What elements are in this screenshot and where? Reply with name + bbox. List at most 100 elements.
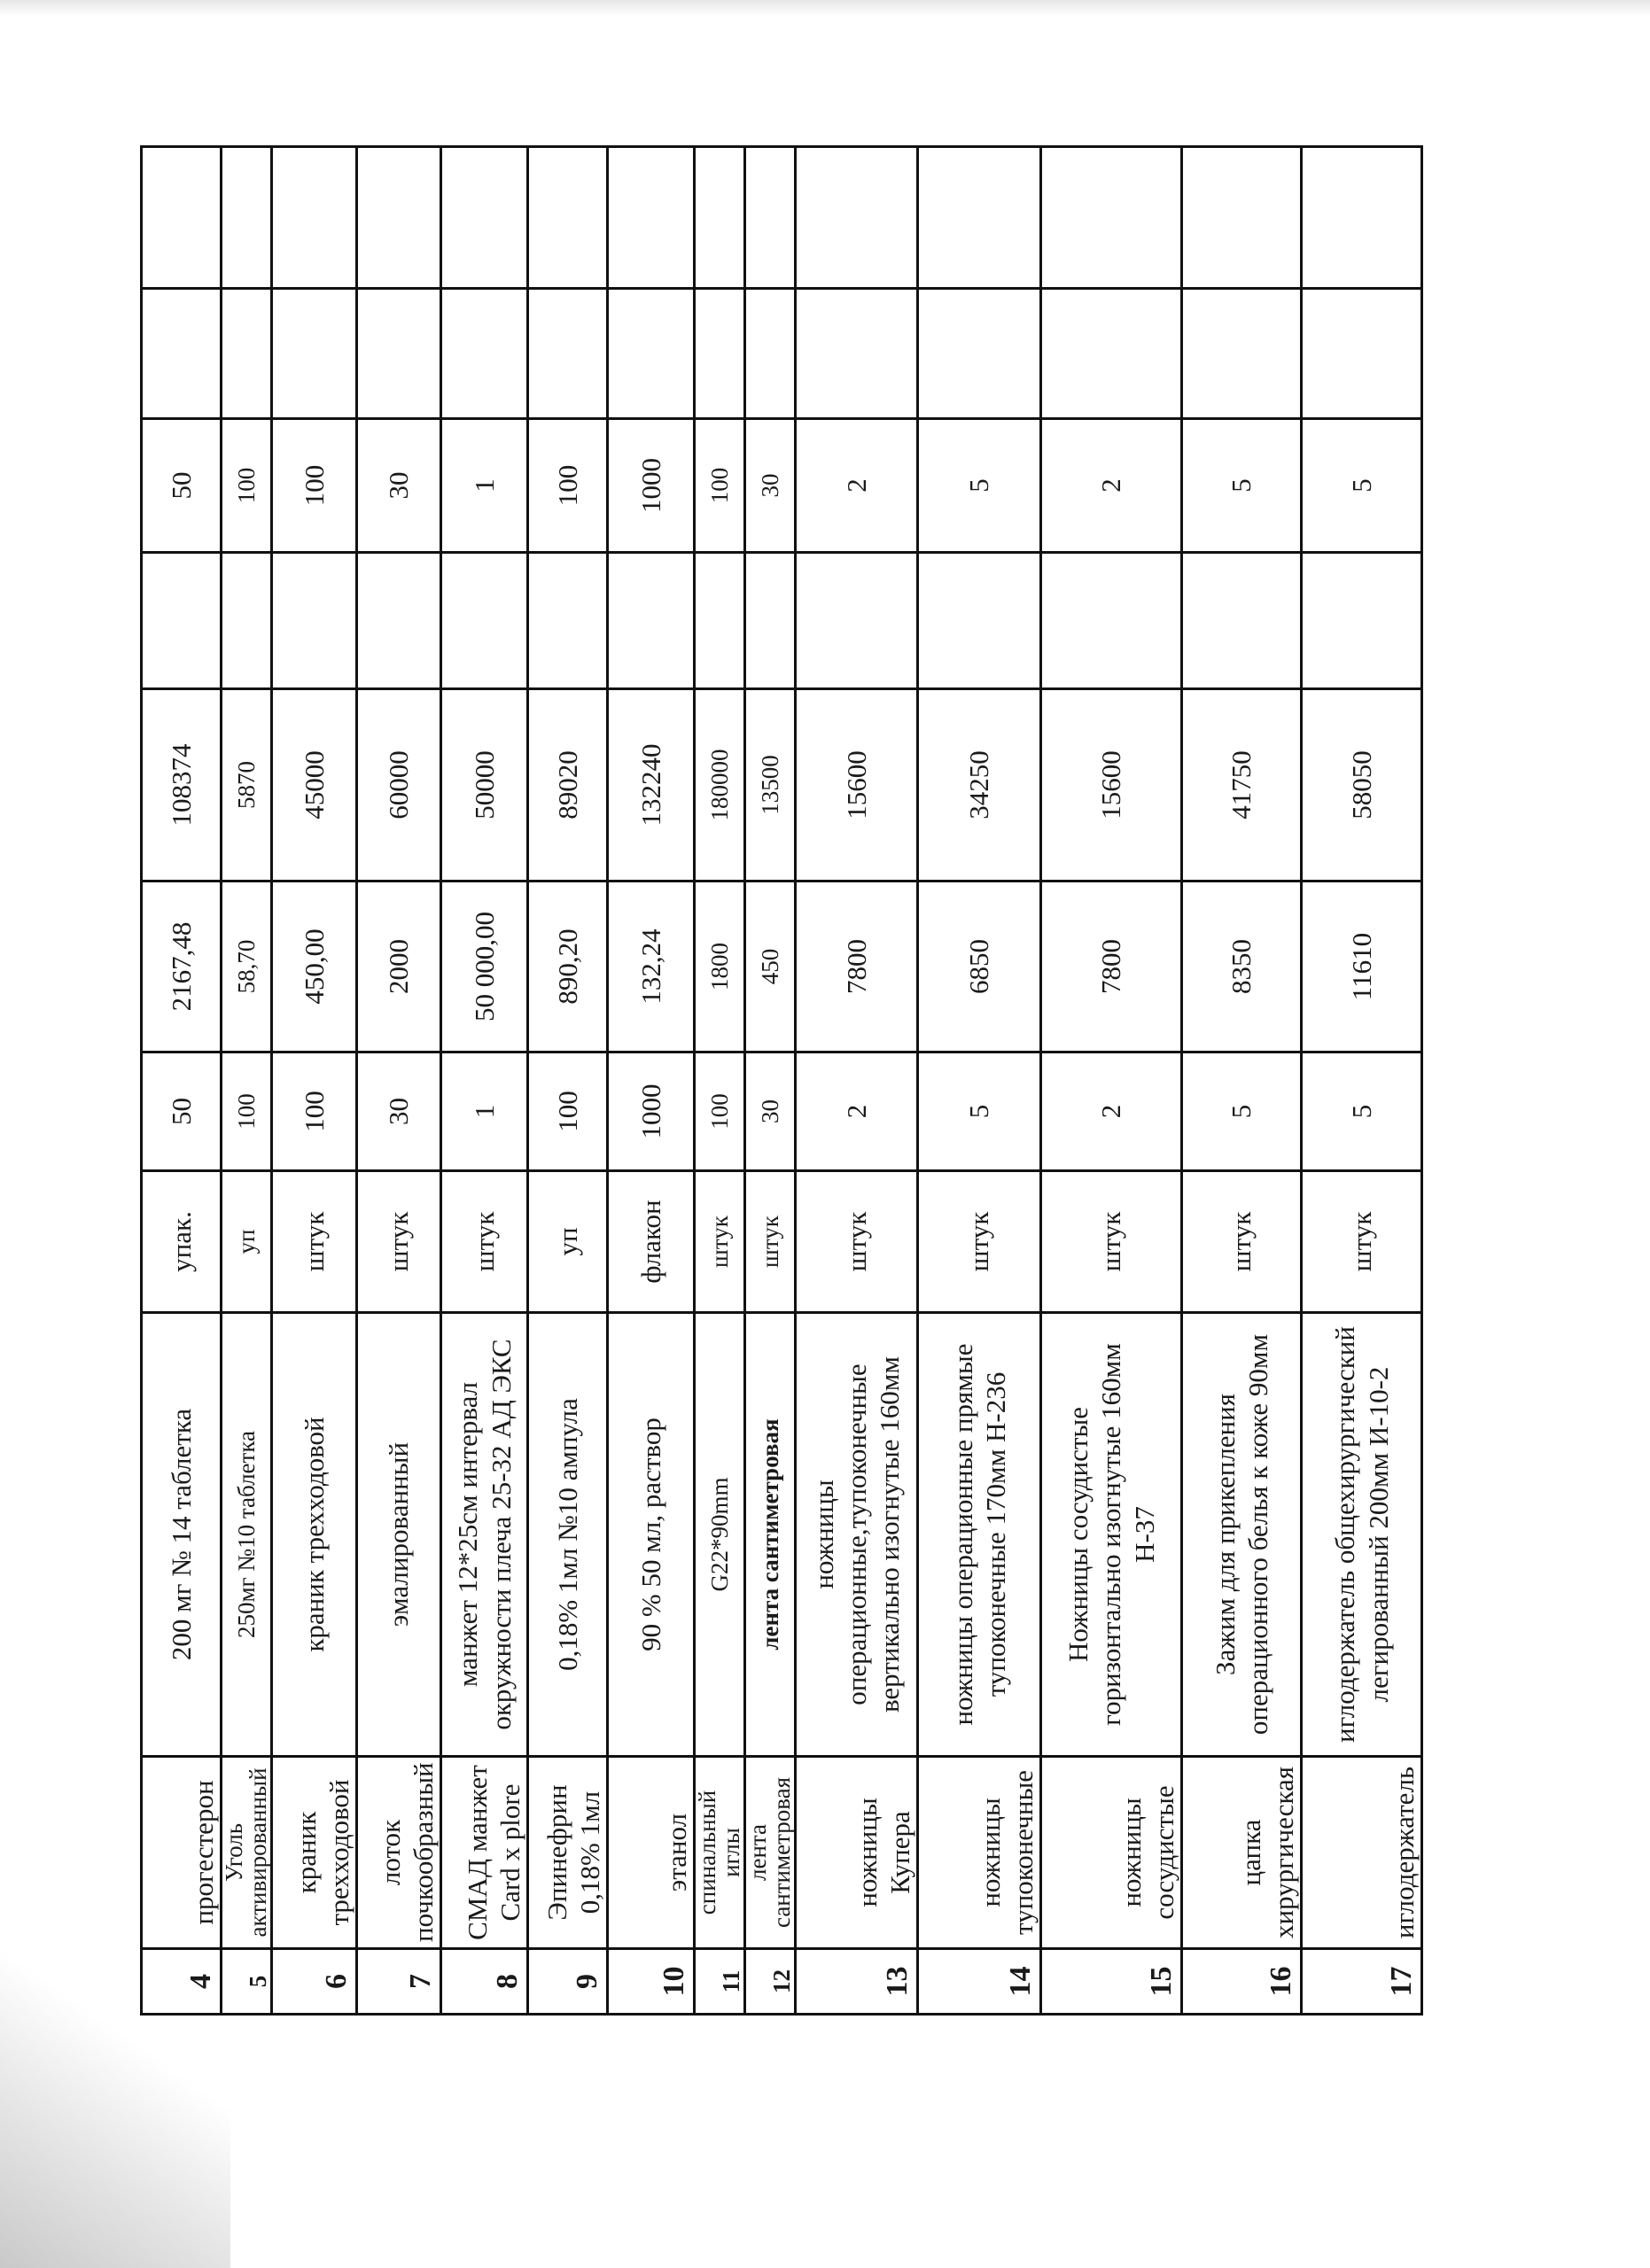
cell-empty	[1301, 552, 1422, 689]
cell-desc: 250мг №10 таблетка	[221, 1312, 272, 1757]
cell-empty	[744, 552, 796, 689]
cell-name: ножницы тупоконечные	[917, 1756, 1041, 1949]
cell-empty	[527, 552, 608, 689]
table-row: 5 Уголь активированный 250мг №10 таблетка у…	[221, 146, 272, 2015]
cell-empty	[440, 552, 528, 689]
cell-qty: 30	[356, 1052, 441, 1171]
cell-unit: штук	[271, 1170, 357, 1313]
cell-qty: 100	[271, 1052, 357, 1171]
cell-price: 58,70	[221, 881, 272, 1052]
cell-desc: манжет 12*25см интервал окружности плеча…	[440, 1312, 528, 1757]
cell-unit: штук	[917, 1170, 1041, 1313]
cell-empty	[1181, 146, 1302, 289]
cell-sum: 15600	[795, 688, 918, 882]
cell-unit: флакон	[607, 1170, 695, 1313]
cell-sum: 45000	[271, 688, 357, 882]
table-row: 10 этанол 90 % 50 мл, раствор флакон 1000 132…	[607, 146, 695, 2015]
cell-empty	[1181, 288, 1302, 419]
cell-empty	[527, 146, 608, 289]
cell-price: 8350	[1181, 881, 1302, 1052]
cell-sum: 108374	[141, 688, 222, 882]
cell-qty: 5	[1181, 1052, 1302, 1171]
cell-empty	[440, 146, 528, 289]
cell-name: ножницы Купера	[795, 1756, 918, 1949]
cell-empty	[356, 552, 441, 689]
items-table: 4 прогестерон 200 мг № 14 таблетка упак. 50 2…	[140, 145, 1423, 2016]
cell-qty: 5	[1301, 1052, 1422, 1171]
cell-unit: штук	[440, 1170, 528, 1313]
cell-name: иглодержатель	[1301, 1756, 1422, 1949]
cell-qty2: 5	[1181, 418, 1302, 553]
cell-no: 16	[1181, 1948, 1302, 2015]
cell-qty: 100	[694, 1052, 745, 1171]
cell-empty	[221, 288, 272, 419]
cell-name: ножницы сосудистые	[1040, 1756, 1182, 1949]
cell-unit: штук	[356, 1170, 441, 1313]
cell-empty	[795, 552, 918, 689]
cell-qty: 2	[795, 1052, 918, 1171]
cell-empty	[1301, 288, 1422, 419]
cell-empty	[917, 288, 1041, 419]
cell-sum: 50000	[440, 688, 528, 882]
cell-empty	[141, 146, 222, 289]
cell-qty2: 100	[694, 418, 745, 553]
table-row: 8 СМАД манжет Card x plore манжет 12*25см …	[440, 146, 528, 2015]
cell-qty2: 2	[795, 418, 918, 553]
cell-empty	[440, 288, 528, 419]
cell-unit: штук	[795, 1170, 918, 1313]
cell-empty	[744, 288, 796, 419]
cell-sum: 180000	[694, 688, 745, 882]
cell-qty2: 30	[744, 418, 796, 553]
cell-empty	[271, 552, 357, 689]
cell-qty: 100	[527, 1052, 608, 1171]
table-row: 14 ножницы тупоконечные ножницы операционн…	[917, 146, 1041, 2015]
cell-qty2: 5	[917, 418, 1041, 553]
cell-sum: 34250	[917, 688, 1041, 882]
cell-unit: штук	[694, 1170, 745, 1313]
cell-qty2: 1000	[607, 418, 695, 553]
cell-empty	[221, 146, 272, 289]
cell-desc: краник трехходовой	[271, 1312, 357, 1757]
table-row: 13 ножницы Купера ножницы операционные,туп…	[795, 146, 918, 2015]
cell-name: этанол	[607, 1756, 695, 1949]
cell-unit: упак.	[141, 1170, 222, 1313]
cell-desc: эмалированный	[356, 1312, 441, 1757]
cell-empty	[607, 146, 695, 289]
table-row: 16 цапка хирургическая Зажим для прикеплен…	[1181, 146, 1302, 2015]
cell-name: лоток почкообразный	[356, 1756, 441, 1949]
cell-name: Эпинефрин 0,18% 1мл	[527, 1756, 608, 1949]
cell-qty2: 100	[271, 418, 357, 553]
cell-sum: 13500	[744, 688, 796, 882]
cell-price: 7800	[795, 881, 918, 1052]
cell-empty	[607, 288, 695, 419]
cell-empty	[795, 146, 918, 289]
cell-price: 450,00	[271, 881, 357, 1052]
table-row: 6 краник трехходовой краник трехходовой шту…	[271, 146, 357, 2015]
table-row: 4 прогестерон 200 мг № 14 таблетка упак. 50 2…	[141, 146, 222, 2015]
cell-no: 17	[1301, 1948, 1422, 2015]
cell-no: 6	[271, 1948, 357, 2015]
cell-sum: 89020	[527, 688, 608, 882]
scan-corner-shadow	[0, 1896, 230, 2268]
cell-name: лента сантиметровая	[744, 1756, 796, 1949]
cell-price: 1800	[694, 881, 745, 1052]
table-row: 12 лента сантиметровая лента сантиметровая…	[744, 146, 796, 2015]
cell-desc: ножницы операционные,тупоконечные вертик…	[795, 1312, 918, 1757]
cell-empty	[271, 146, 357, 289]
cell-desc: Ножницы сосудистые горизонтально изогнут…	[1040, 1312, 1182, 1757]
cell-price: 132,24	[607, 881, 695, 1052]
table-row: 7 лоток почкообразный эмалированный штук 30 2…	[356, 146, 441, 2015]
cell-desc: Зажим для прикепления операционного бель…	[1181, 1312, 1302, 1757]
cell-empty	[917, 552, 1041, 689]
cell-empty	[141, 552, 222, 689]
table-row: 11 спинальный иглы G22*90mm штук 100 1800 1800…	[694, 146, 745, 2015]
cell-empty	[744, 146, 796, 289]
cell-unit: штук	[744, 1170, 796, 1313]
cell-qty: 1000	[607, 1052, 695, 1171]
cell-qty: 2	[1040, 1052, 1182, 1171]
cell-sum: 5870	[221, 688, 272, 882]
cell-name: цапка хирургическая	[1181, 1756, 1302, 1949]
cell-no: 5	[221, 1948, 272, 2015]
cell-desc: 0,18% 1мл №10 ампула	[527, 1312, 608, 1757]
cell-price: 7800	[1040, 881, 1182, 1052]
